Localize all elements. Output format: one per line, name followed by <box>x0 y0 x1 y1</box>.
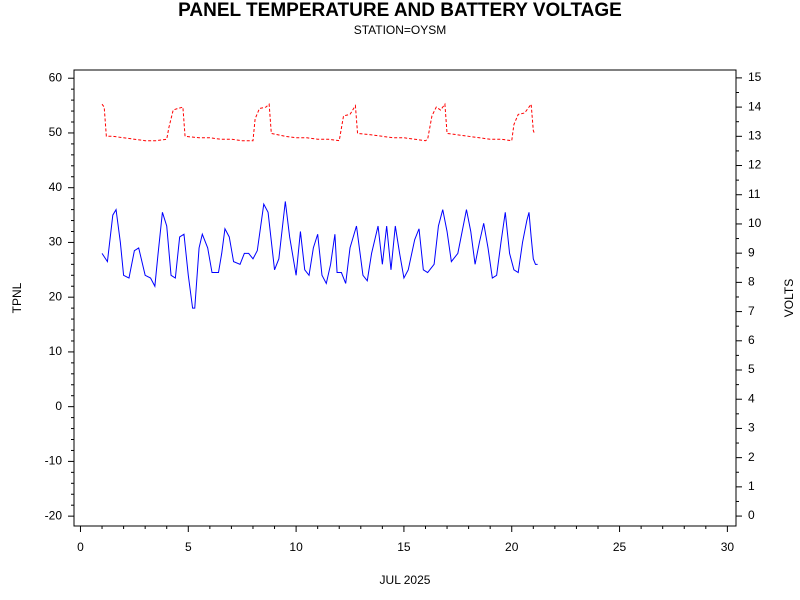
y-tick-label: 30 <box>49 235 63 249</box>
y-tick-label: 40 <box>49 180 63 194</box>
x-tick-label: 30 <box>721 540 735 554</box>
chart-subtitle: STATION=OYSM <box>354 23 447 37</box>
y-tick-label: -10 <box>45 454 63 468</box>
y2-tick-label: 10 <box>748 216 762 230</box>
y-tick-label: 60 <box>49 70 63 84</box>
y2-tick-label: 2 <box>748 450 755 464</box>
plot-frame <box>73 69 737 527</box>
chart-title: PANEL TEMPERATURE AND BATTERY VOLTAGE <box>178 0 622 21</box>
y2-tick-label: 11 <box>748 187 761 201</box>
y2-tick-label: 12 <box>748 158 762 172</box>
x-tick-label: 25 <box>613 540 627 554</box>
x-tick-label: 20 <box>505 540 519 554</box>
x-tick-label: 10 <box>289 540 303 554</box>
y2-tick-label: 14 <box>748 99 762 113</box>
y-tick-label: 0 <box>55 399 62 413</box>
y-tick-label: 50 <box>49 125 63 139</box>
series-line <box>101 102 535 142</box>
y-tick-label: 10 <box>49 344 63 358</box>
y2-tick-label: 15 <box>748 70 762 84</box>
y2-tick-label: 13 <box>748 128 762 142</box>
x-tick-label: 5 <box>185 540 192 554</box>
x-axis-label: JUL 2025 <box>380 573 431 587</box>
y2-tick-label: 9 <box>748 245 755 259</box>
y2-tick-label: 0 <box>748 508 755 522</box>
y2-axis-label: VOLTS <box>782 279 796 317</box>
y2-tick-label: 1 <box>748 479 755 493</box>
y-tick-label: 20 <box>49 289 63 303</box>
y2-tick-label: 6 <box>748 333 755 347</box>
y2-tick-label: 4 <box>748 391 755 405</box>
y2-tick-label: 8 <box>748 275 755 289</box>
y2-tick-label: 5 <box>748 362 755 376</box>
x-tick-label: 0 <box>77 540 84 554</box>
x-tick-label: 15 <box>397 540 411 554</box>
y-axis-label: TPNL <box>10 282 24 313</box>
y2-tick-label: 3 <box>748 421 755 435</box>
y2-tick-label: 7 <box>748 304 755 318</box>
series-line <box>101 201 538 309</box>
y-tick-label: -20 <box>45 508 63 522</box>
